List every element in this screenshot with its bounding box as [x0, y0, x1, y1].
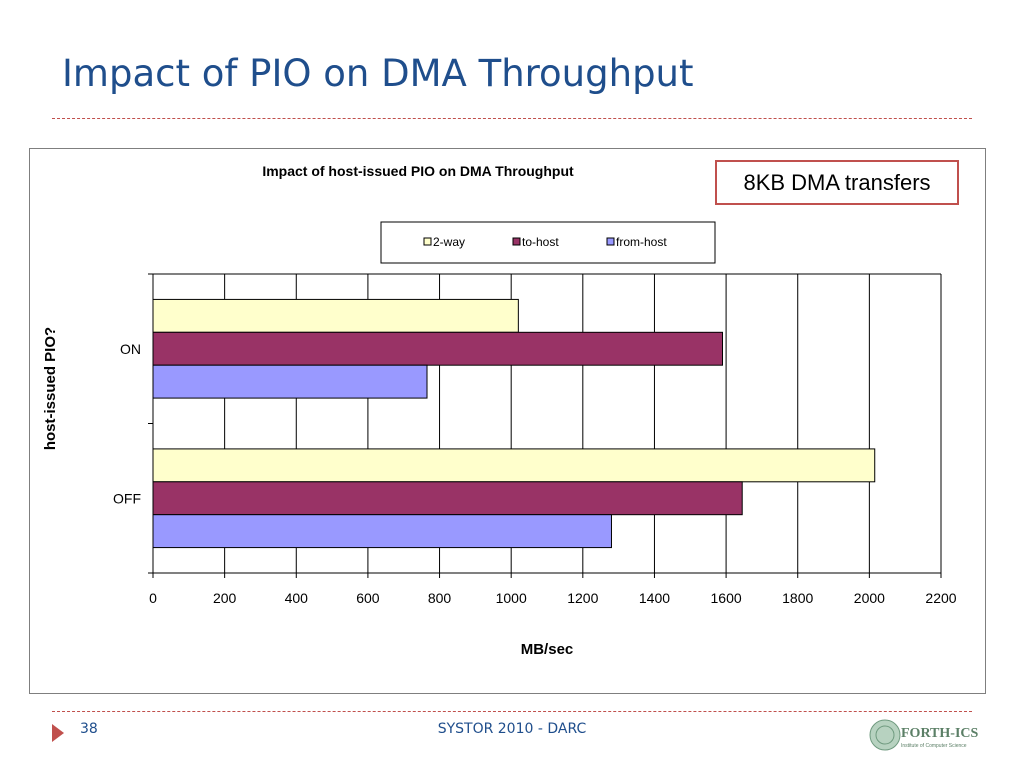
x-tick-label: 2000 — [854, 590, 885, 606]
footer-divider — [52, 711, 972, 712]
legend-label: to-host — [522, 235, 559, 249]
x-tick-label: 400 — [285, 590, 309, 606]
legend-label: from-host — [616, 235, 667, 249]
x-tick-label: 1600 — [711, 590, 742, 606]
title-divider — [52, 118, 972, 119]
footer-text: SYSTOR 2010 - DARC — [437, 721, 587, 737]
legend-label: 2-way — [433, 235, 465, 249]
chart-legend: 2-way to-host from-host — [380, 221, 716, 264]
x-tick-label: 1200 — [567, 590, 598, 606]
footer-arrow-icon — [52, 724, 64, 742]
bar-chart: Impact of host-issued PIO on DMA Through… — [42, 163, 957, 658]
legend-box — [380, 221, 716, 264]
bar — [152, 514, 612, 549]
bar — [152, 298, 519, 333]
note-text: 8KB DMA transfers — [743, 169, 931, 195]
slide-title: Impact of PIO on DMA Throughput — [62, 52, 694, 95]
category-label: ON — [120, 341, 141, 357]
logo-emblem-icon — [869, 719, 901, 751]
legend-swatch — [423, 237, 432, 246]
category-label: OFF — [113, 490, 141, 506]
bar — [152, 364, 428, 399]
x-tick-label: 1000 — [496, 590, 527, 606]
logo-subtext: Institute of Computer Science — [901, 743, 967, 749]
bar — [152, 448, 876, 483]
chart-title: Impact of host-issued PIO on DMA Through… — [262, 163, 574, 179]
x-axis-label: MB/sec — [521, 641, 574, 658]
x-tick-label: 600 — [356, 590, 380, 606]
chart-frame: Impact of host-issued PIO on DMA Through… — [29, 148, 986, 694]
x-tick-label: 2200 — [925, 590, 956, 606]
logo-text: FORTH-ICS — [901, 726, 978, 741]
bar — [152, 481, 743, 516]
forth-ics-logo: FORTH-ICS Institute of Computer Science — [869, 719, 978, 751]
legend-swatch — [606, 237, 615, 246]
note-box: 8KB DMA transfers — [715, 160, 959, 205]
bar — [152, 331, 724, 366]
page-number: 38 — [80, 721, 98, 737]
legend-swatch — [512, 237, 521, 246]
x-tick-label: 200 — [213, 590, 237, 606]
x-tick-label: 1800 — [782, 590, 813, 606]
x-tick-label: 800 — [428, 590, 452, 606]
y-axis-label: host-issued PIO? — [42, 327, 59, 450]
x-tick-label: 0 — [149, 590, 157, 606]
x-tick-label: 1400 — [639, 590, 670, 606]
